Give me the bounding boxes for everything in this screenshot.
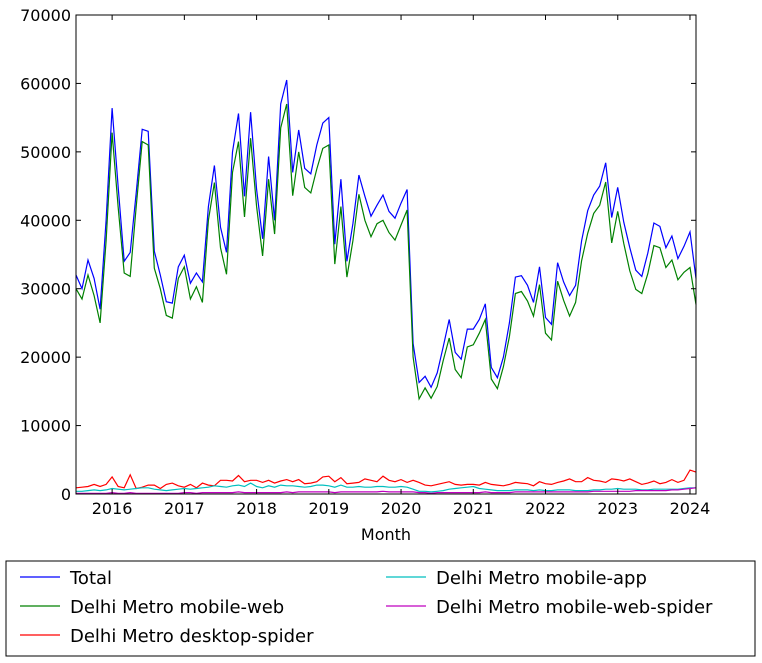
y-tick-label: 50000 bbox=[20, 143, 71, 162]
legend-item: Delhi Metro mobile-web-spider bbox=[386, 597, 713, 618]
x-tick-label: 2023 bbox=[597, 499, 638, 518]
x-tick-label: 2022 bbox=[525, 499, 566, 518]
y-axis: 0 10000 20000 30000 40000 50000 60000 70000 bbox=[20, 6, 696, 504]
legend-label: Delhi Metro mobile-web bbox=[70, 597, 284, 618]
series-line-delhi-metro-mobile-web bbox=[75, 103, 697, 401]
legend: Total Delhi Metro mobile-web Delhi Metro d… bbox=[5, 560, 756, 657]
series-layer bbox=[75, 79, 697, 494]
x-tick-label: 2019 bbox=[308, 499, 349, 518]
y-tick-label: 20000 bbox=[20, 348, 71, 367]
legend-label: Delhi Metro desktop-spider bbox=[70, 626, 314, 647]
series-line-delhi-metro-mobile-web-spider bbox=[76, 487, 697, 494]
y-tick-label: 10000 bbox=[20, 417, 71, 436]
series-line-delhi-metro-mobile-app bbox=[76, 482, 696, 493]
legend-item: Delhi Metro desktop-spider bbox=[20, 626, 314, 647]
series-line-delhi-metro-desktop-spider bbox=[75, 469, 697, 490]
series-line-total bbox=[75, 79, 697, 389]
x-tick-label: 2017 bbox=[164, 499, 205, 518]
y-tick-label: 40000 bbox=[20, 211, 71, 230]
legend-label: Total bbox=[69, 568, 112, 589]
legend-item: Total bbox=[20, 568, 112, 589]
x-axis-label: Month bbox=[361, 525, 411, 544]
legend-item: Delhi Metro mobile-app bbox=[386, 568, 647, 589]
legend-item: Delhi Metro mobile-web bbox=[20, 597, 284, 618]
x-tick-label: 2024 bbox=[670, 499, 711, 518]
y-tick-label: 30000 bbox=[20, 280, 71, 299]
x-axis: 2016 2017 2018 2019 2020 2021 2022 2023 2024 bbox=[92, 15, 711, 518]
plot-frame bbox=[75, 14, 697, 495]
x-tick-label: 2021 bbox=[453, 499, 494, 518]
y-tick-label: 0 bbox=[61, 485, 71, 504]
y-tick-label: 70000 bbox=[20, 6, 71, 25]
x-tick-label: 2016 bbox=[92, 499, 133, 518]
legend-frame bbox=[5, 560, 756, 657]
legend-label: Delhi Metro mobile-web-spider bbox=[436, 597, 713, 618]
y-tick-label: 60000 bbox=[20, 74, 71, 93]
x-tick-label: 2018 bbox=[236, 499, 277, 518]
x-tick-label: 2020 bbox=[381, 499, 422, 518]
legend-label: Delhi Metro mobile-app bbox=[436, 568, 647, 589]
